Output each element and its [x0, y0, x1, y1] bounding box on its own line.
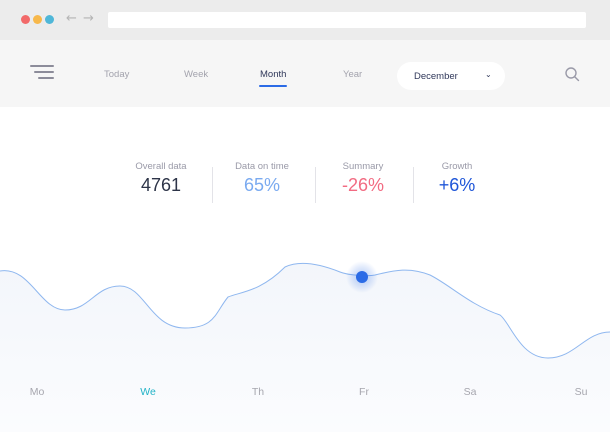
stat-summary: Summary -26%: [313, 160, 413, 195]
tab-year[interactable]: Year: [343, 69, 363, 80]
day-su[interactable]: Su: [574, 386, 588, 398]
stat-divider: [413, 167, 414, 203]
selected-point[interactable]: [356, 271, 368, 283]
toolbar: Today Week Month Year December ⌄: [0, 40, 610, 107]
stats-row: Overall data 4761 Data on time 65% Summa…: [0, 160, 610, 210]
trend-area: [0, 263, 610, 432]
minimize-window-button[interactable]: [33, 15, 42, 24]
stat-label: Data on time: [235, 161, 289, 172]
day-sa[interactable]: Sa: [463, 386, 477, 398]
stat-value: 65%: [243, 175, 281, 195]
month-select-value: December: [414, 71, 458, 82]
search-icon[interactable]: [564, 66, 580, 82]
stat-label: Summary: [342, 161, 384, 172]
month-select[interactable]: December ⌄: [397, 62, 505, 90]
stat-value: -26%: [341, 175, 385, 195]
stat-overall-data: Overall data 4761: [111, 160, 211, 195]
chevron-down-icon: ⌄: [485, 70, 492, 79]
stat-divider: [212, 167, 213, 203]
arrow-right-icon[interactable]: →: [83, 11, 94, 26]
stat-data-on-time: Data on time 65%: [212, 160, 312, 195]
address-bar[interactable]: [108, 12, 586, 28]
day-axis: Mo We Th Fr Sa Su: [0, 386, 610, 402]
hamburger-menu-icon[interactable]: [30, 65, 54, 81]
arrow-left-icon[interactable]: ←: [66, 11, 77, 26]
stat-value: 4761: [140, 175, 182, 195]
trend-line: [0, 262, 610, 359]
active-tab-indicator: [259, 85, 287, 87]
tab-week[interactable]: Week: [184, 69, 209, 80]
stat-value: +6%: [438, 175, 476, 195]
tab-today[interactable]: Today: [104, 69, 130, 80]
day-th[interactable]: Th: [251, 386, 265, 398]
stat-divider: [315, 167, 316, 203]
tab-month[interactable]: Month: [260, 69, 287, 80]
trend-chart: [0, 261, 610, 432]
stat-growth: Growth +6%: [407, 160, 507, 195]
day-we[interactable]: We: [140, 386, 156, 398]
day-mo[interactable]: Mo: [29, 386, 45, 398]
browser-titlebar: ← →: [0, 0, 610, 40]
stat-label: Overall data: [135, 161, 187, 172]
maximize-window-button[interactable]: [45, 15, 54, 24]
stat-label: Growth: [441, 161, 473, 172]
close-window-button[interactable]: [21, 15, 30, 24]
day-fr[interactable]: Fr: [359, 386, 369, 398]
